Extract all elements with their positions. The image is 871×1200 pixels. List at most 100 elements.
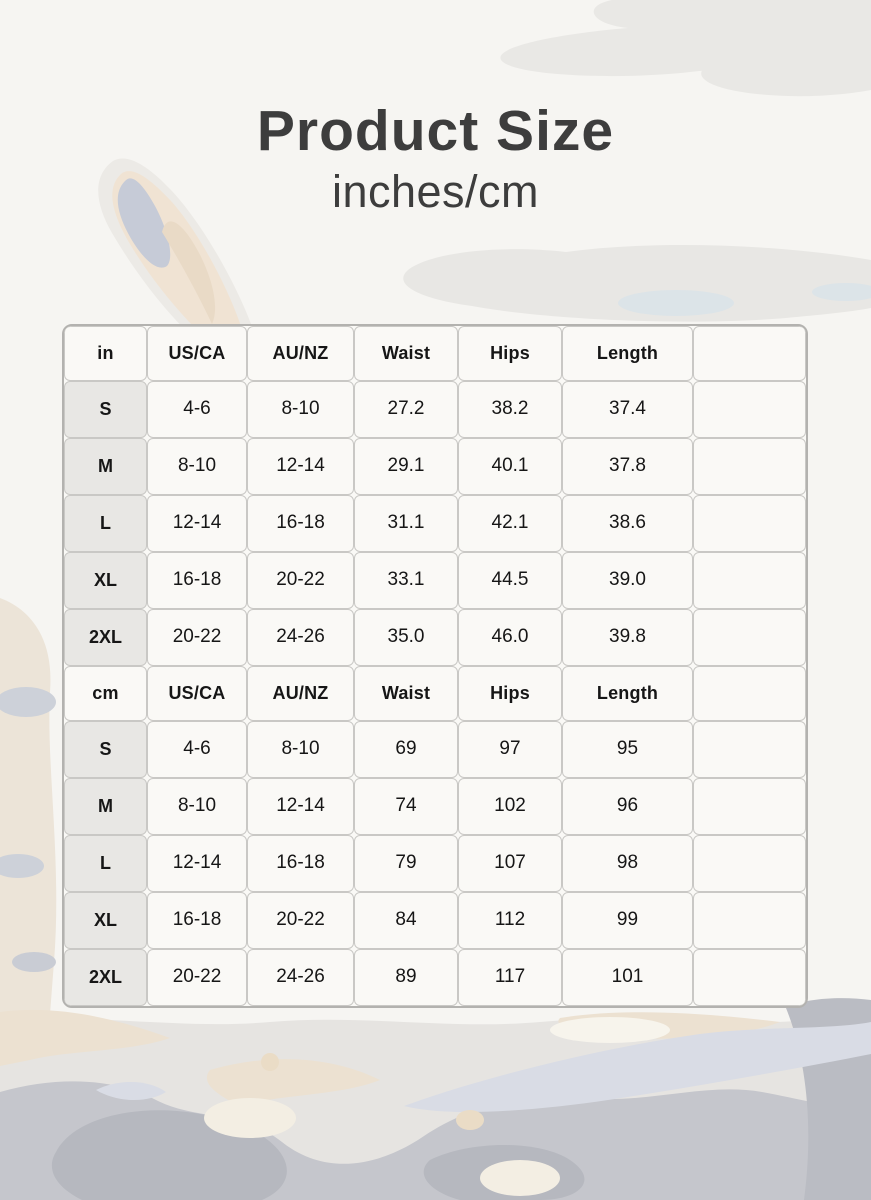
table-header-row-inches: in US/CA AU/NZ Waist Hips Length: [64, 326, 806, 381]
value-cell: 107: [458, 834, 562, 892]
value-cell: [693, 494, 806, 552]
column-header: Length: [562, 326, 693, 381]
value-cell: 38.2: [458, 380, 562, 438]
row-label-cell: S: [64, 720, 147, 778]
value-cell: 102: [458, 777, 562, 835]
value-cell: 31.1: [354, 494, 458, 552]
value-cell: 27.2: [354, 380, 458, 438]
value-cell: 8-10: [147, 437, 247, 495]
column-header: Hips: [458, 326, 562, 381]
value-cell: 29.1: [354, 437, 458, 495]
value-cell: 97: [458, 720, 562, 778]
value-cell: [693, 777, 806, 835]
value-cell: 12-14: [247, 777, 354, 835]
value-cell: 98: [562, 834, 693, 892]
value-cell: 44.5: [458, 551, 562, 609]
value-cell: 8-10: [247, 720, 354, 778]
value-cell: 20-22: [147, 948, 247, 1006]
value-cell: 12-14: [247, 437, 354, 495]
value-cell: 33.1: [354, 551, 458, 609]
table-row: S 4-6 8-10 27.2 38.2 37.4: [64, 380, 806, 438]
value-cell: 20-22: [147, 608, 247, 666]
row-label-cell: XL: [64, 551, 147, 609]
value-cell: [693, 551, 806, 609]
table-row: M 8-10 12-14 29.1 40.1 37.8: [64, 437, 806, 495]
table-row: XL 16-18 20-22 84 112 99: [64, 891, 806, 949]
size-table-container: in US/CA AU/NZ Waist Hips Length S 4-6 8…: [62, 324, 808, 1008]
column-header: Waist: [354, 326, 458, 381]
column-header: US/CA: [147, 326, 247, 381]
column-header-empty: [693, 326, 806, 381]
value-cell: 112: [458, 891, 562, 949]
table-row: L 12-14 16-18 31.1 42.1 38.6: [64, 494, 806, 552]
table-row: 2XL 20-22 24-26 35.0 46.0 39.8: [64, 608, 806, 666]
value-cell: 42.1: [458, 494, 562, 552]
value-cell: 8-10: [247, 380, 354, 438]
value-cell: [693, 380, 806, 438]
value-cell: 96: [562, 777, 693, 835]
value-cell: 4-6: [147, 720, 247, 778]
page-title: Product Size: [256, 99, 615, 163]
column-header: US/CA: [147, 665, 247, 721]
value-cell: 37.8: [562, 437, 693, 495]
value-cell: 12-14: [147, 494, 247, 552]
value-cell: 46.0: [458, 608, 562, 666]
size-table: in US/CA AU/NZ Waist Hips Length S 4-6 8…: [64, 326, 806, 1006]
value-cell: 20-22: [247, 551, 354, 609]
row-label-cell: 2XL: [64, 608, 147, 666]
value-cell: 37.4: [562, 380, 693, 438]
value-cell: 101: [562, 948, 693, 1006]
column-header: Waist: [354, 665, 458, 721]
row-label-cell: XL: [64, 891, 147, 949]
value-cell: [693, 608, 806, 666]
column-header: Hips: [458, 665, 562, 721]
row-label-cell: M: [64, 437, 147, 495]
value-cell: 79: [354, 834, 458, 892]
value-cell: 74: [354, 777, 458, 835]
value-cell: 117: [458, 948, 562, 1006]
value-cell: [693, 437, 806, 495]
value-cell: 69: [354, 720, 458, 778]
column-header: AU/NZ: [247, 326, 354, 381]
value-cell: 8-10: [147, 777, 247, 835]
column-header: AU/NZ: [247, 665, 354, 721]
table-row: XL 16-18 20-22 33.1 44.5 39.0: [64, 551, 806, 609]
value-cell: 24-26: [247, 608, 354, 666]
value-cell: [693, 834, 806, 892]
column-header-unit: in: [64, 326, 147, 381]
value-cell: 39.8: [562, 608, 693, 666]
value-cell: 40.1: [458, 437, 562, 495]
row-label-cell: S: [64, 380, 147, 438]
value-cell: 16-18: [147, 551, 247, 609]
value-cell: 95: [562, 720, 693, 778]
table-row: L 12-14 16-18 79 107 98: [64, 834, 806, 892]
value-cell: 4-6: [147, 380, 247, 438]
value-cell: 16-18: [147, 891, 247, 949]
value-cell: 39.0: [562, 551, 693, 609]
table-header-row-cm: cm US/CA AU/NZ Waist Hips Length: [64, 665, 806, 721]
table-row: M 8-10 12-14 74 102 96: [64, 777, 806, 835]
value-cell: 16-18: [247, 494, 354, 552]
value-cell: 24-26: [247, 948, 354, 1006]
value-cell: [693, 891, 806, 949]
value-cell: 38.6: [562, 494, 693, 552]
value-cell: 16-18: [247, 834, 354, 892]
column-header: Length: [562, 665, 693, 721]
column-header-empty: [693, 665, 806, 721]
value-cell: 84: [354, 891, 458, 949]
column-header-unit: cm: [64, 665, 147, 721]
value-cell: [693, 720, 806, 778]
value-cell: 99: [562, 891, 693, 949]
value-cell: 35.0: [354, 608, 458, 666]
table-row: 2XL 20-22 24-26 89 117 101: [64, 948, 806, 1006]
row-label-cell: L: [64, 834, 147, 892]
table-row: S 4-6 8-10 69 97 95: [64, 720, 806, 778]
row-label-cell: M: [64, 777, 147, 835]
page-subtitle: inches/cm: [331, 165, 540, 217]
row-label-cell: 2XL: [64, 948, 147, 1006]
value-cell: 20-22: [247, 891, 354, 949]
value-cell: [693, 948, 806, 1006]
row-label-cell: L: [64, 494, 147, 552]
